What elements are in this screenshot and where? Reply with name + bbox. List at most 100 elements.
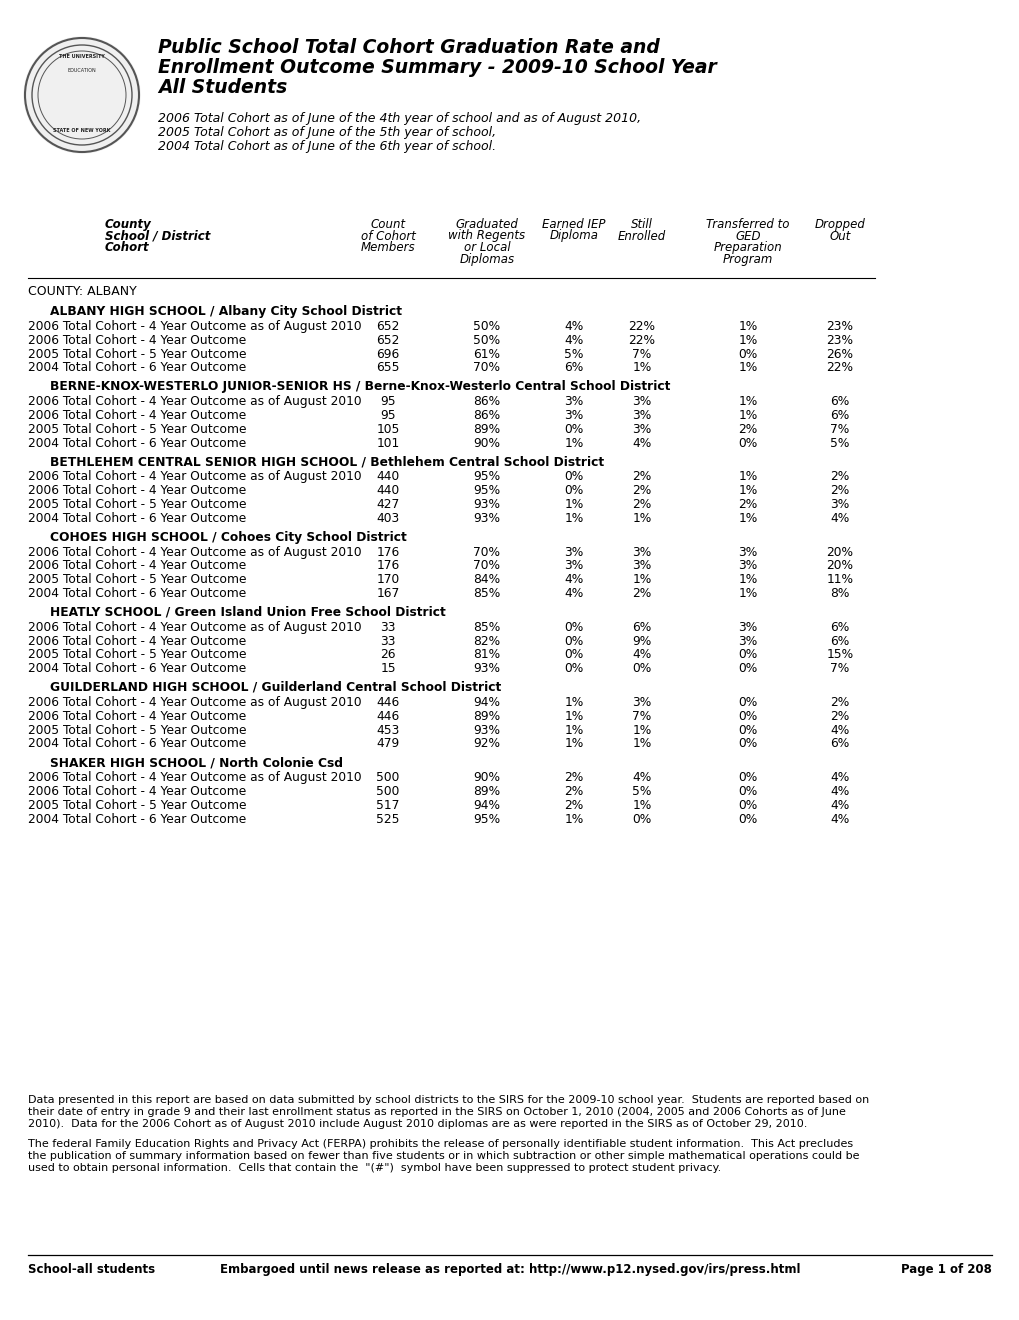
Text: 525: 525 <box>376 813 399 825</box>
Text: 1%: 1% <box>632 512 651 525</box>
Text: SHAKER HIGH SCHOOL / North Colonie Csd: SHAKER HIGH SCHOOL / North Colonie Csd <box>50 756 342 770</box>
Text: 427: 427 <box>376 498 399 511</box>
Text: All Students: All Students <box>158 78 287 96</box>
Text: 2006 Total Cohort - 4 Year Outcome as of August 2010: 2006 Total Cohort - 4 Year Outcome as of… <box>28 771 362 784</box>
Text: 176: 176 <box>376 560 399 573</box>
Text: 0%: 0% <box>564 422 583 436</box>
Text: 1%: 1% <box>564 512 583 525</box>
Text: 20%: 20% <box>825 545 853 558</box>
Text: 0%: 0% <box>564 470 583 483</box>
Text: 1%: 1% <box>564 437 583 450</box>
Text: Data presented in this report are based on data submitted by school districts to: Data presented in this report are based … <box>28 1096 868 1105</box>
Text: 2010).  Data for the 2006 Cohort as of August 2010 include August 2010 diplomas : 2010). Data for the 2006 Cohort as of Au… <box>28 1119 807 1129</box>
Text: 500: 500 <box>376 771 399 784</box>
Text: 33: 33 <box>380 620 395 634</box>
Text: 0%: 0% <box>738 813 757 825</box>
Text: 0%: 0% <box>738 710 757 723</box>
Text: 1%: 1% <box>632 723 651 737</box>
Text: 2006 Total Cohort - 4 Year Outcome: 2006 Total Cohort - 4 Year Outcome <box>28 635 246 648</box>
Text: 2004 Total Cohort - 6 Year Outcome: 2004 Total Cohort - 6 Year Outcome <box>28 362 246 375</box>
Text: 2006 Total Cohort - 4 Year Outcome: 2006 Total Cohort - 4 Year Outcome <box>28 785 246 799</box>
Text: 70%: 70% <box>473 362 500 375</box>
Text: 2004 Total Cohort as of June of the 6th year of school.: 2004 Total Cohort as of June of the 6th … <box>158 140 495 153</box>
Text: 6%: 6% <box>829 395 849 408</box>
Text: 6%: 6% <box>564 362 583 375</box>
Text: 500: 500 <box>376 785 399 799</box>
Text: 655: 655 <box>376 362 399 375</box>
Text: HEATLY SCHOOL / Green Island Union Free School District: HEATLY SCHOOL / Green Island Union Free … <box>50 606 445 619</box>
Text: 2004 Total Cohort - 6 Year Outcome: 2004 Total Cohort - 6 Year Outcome <box>28 512 246 525</box>
Text: 105: 105 <box>376 422 399 436</box>
Text: Page 1 of 208: Page 1 of 208 <box>900 1263 991 1276</box>
Text: 3%: 3% <box>564 395 583 408</box>
Text: 1%: 1% <box>564 696 583 709</box>
Text: 22%: 22% <box>628 319 655 333</box>
Text: 0%: 0% <box>564 635 583 648</box>
Text: 4%: 4% <box>564 587 583 601</box>
Text: 93%: 93% <box>473 723 500 737</box>
Text: 652: 652 <box>376 334 399 347</box>
Text: 94%: 94% <box>473 696 500 709</box>
Text: 50%: 50% <box>473 319 500 333</box>
Text: 3%: 3% <box>632 545 651 558</box>
Text: 22%: 22% <box>628 334 655 347</box>
Text: 9%: 9% <box>632 635 651 648</box>
Text: 2006 Total Cohort - 4 Year Outcome as of August 2010: 2006 Total Cohort - 4 Year Outcome as of… <box>28 620 362 634</box>
Text: 2%: 2% <box>829 484 849 498</box>
Text: 0%: 0% <box>738 663 757 676</box>
Text: GUILDERLAND HIGH SCHOOL / Guilderland Central School District: GUILDERLAND HIGH SCHOOL / Guilderland Ce… <box>50 681 500 694</box>
Text: 92%: 92% <box>473 738 500 750</box>
Text: 696: 696 <box>376 347 399 360</box>
Text: 453: 453 <box>376 723 399 737</box>
Text: 4%: 4% <box>564 319 583 333</box>
Text: 2%: 2% <box>564 785 583 799</box>
Text: 93%: 93% <box>473 663 500 676</box>
Text: 1%: 1% <box>564 710 583 723</box>
Text: Graduated: Graduated <box>455 218 518 231</box>
Text: 2005 Total Cohort - 5 Year Outcome: 2005 Total Cohort - 5 Year Outcome <box>28 347 247 360</box>
Text: 2%: 2% <box>738 422 757 436</box>
Text: of Cohort: of Cohort <box>360 230 415 243</box>
Text: 3%: 3% <box>738 620 757 634</box>
Text: Public School Total Cohort Graduation Rate and: Public School Total Cohort Graduation Ra… <box>158 38 659 57</box>
Text: 2%: 2% <box>829 696 849 709</box>
Text: 176: 176 <box>376 545 399 558</box>
Text: 2005 Total Cohort - 5 Year Outcome: 2005 Total Cohort - 5 Year Outcome <box>28 498 247 511</box>
Text: Transferred to: Transferred to <box>705 218 789 231</box>
Text: 2006 Total Cohort - 4 Year Outcome: 2006 Total Cohort - 4 Year Outcome <box>28 409 246 422</box>
Text: 89%: 89% <box>473 785 500 799</box>
Text: 6%: 6% <box>632 620 651 634</box>
Text: 5%: 5% <box>632 785 651 799</box>
Text: 0%: 0% <box>738 799 757 812</box>
Text: Program: Program <box>722 252 772 265</box>
Text: 2%: 2% <box>564 771 583 784</box>
Text: 2004 Total Cohort - 6 Year Outcome: 2004 Total Cohort - 6 Year Outcome <box>28 587 246 601</box>
Text: 1%: 1% <box>738 512 757 525</box>
Text: 2005 Total Cohort - 5 Year Outcome: 2005 Total Cohort - 5 Year Outcome <box>28 422 247 436</box>
Text: the publication of summary information based on fewer than five students or in w: the publication of summary information b… <box>28 1151 859 1162</box>
Text: 0%: 0% <box>564 620 583 634</box>
Text: their date of entry in grade 9 and their last enrollment status as reported in t: their date of entry in grade 9 and their… <box>28 1107 845 1117</box>
Text: 70%: 70% <box>473 545 500 558</box>
Text: 2%: 2% <box>632 587 651 601</box>
Text: 22%: 22% <box>825 362 853 375</box>
Text: 4%: 4% <box>829 799 849 812</box>
Text: BETHLEHEM CENTRAL SENIOR HIGH SCHOOL / Bethlehem Central School District: BETHLEHEM CENTRAL SENIOR HIGH SCHOOL / B… <box>50 455 603 469</box>
Text: 0%: 0% <box>564 663 583 676</box>
Text: 2004 Total Cohort - 6 Year Outcome: 2004 Total Cohort - 6 Year Outcome <box>28 437 246 450</box>
Text: 26%: 26% <box>825 347 853 360</box>
Text: 3%: 3% <box>738 545 757 558</box>
Text: 2004 Total Cohort - 6 Year Outcome: 2004 Total Cohort - 6 Year Outcome <box>28 738 246 750</box>
Text: 2%: 2% <box>632 498 651 511</box>
Text: 0%: 0% <box>738 696 757 709</box>
Text: Cohort: Cohort <box>105 242 150 253</box>
Text: 4%: 4% <box>564 573 583 586</box>
Text: 3%: 3% <box>564 409 583 422</box>
Text: Still: Still <box>631 218 652 231</box>
Text: 0%: 0% <box>738 738 757 750</box>
Text: 0%: 0% <box>564 484 583 498</box>
Text: 2%: 2% <box>829 710 849 723</box>
Text: 0%: 0% <box>632 813 651 825</box>
Text: 403: 403 <box>376 512 399 525</box>
Text: 2006 Total Cohort - 4 Year Outcome: 2006 Total Cohort - 4 Year Outcome <box>28 710 246 723</box>
